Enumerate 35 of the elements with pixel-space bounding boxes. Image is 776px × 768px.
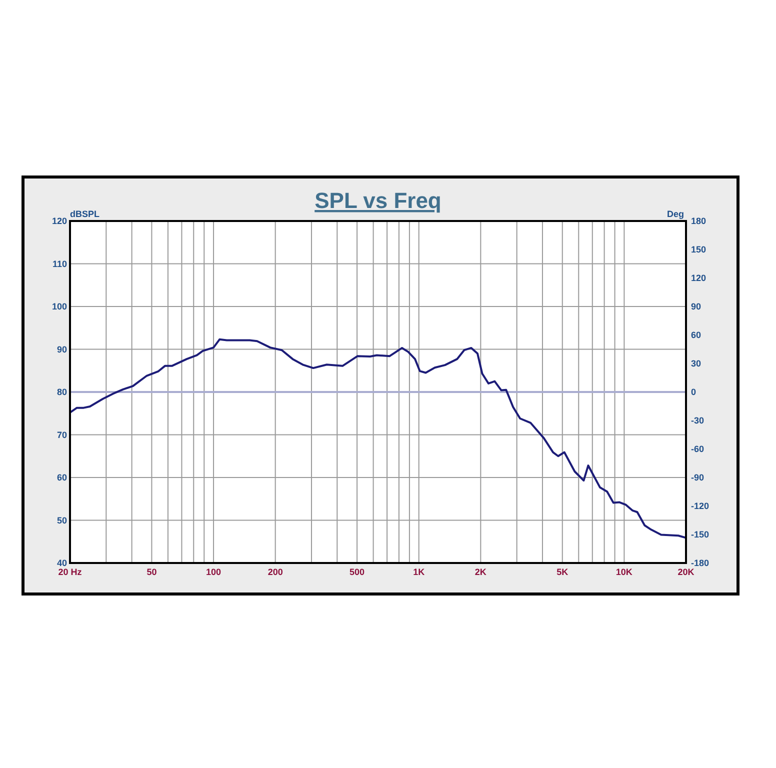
y-tick-label: 70 [56, 430, 67, 440]
x-tick-label: 200 [268, 567, 283, 577]
y-tick-label: 100 [52, 302, 67, 312]
y2-axis-title: Deg [666, 209, 684, 219]
y2-tick-label: 60 [691, 330, 702, 340]
x-tick-label: 20 Hz [58, 567, 82, 577]
y2-tick-label: 30 [691, 358, 702, 368]
x-tick-label: 50 [146, 567, 157, 577]
y-tick-label: 80 [56, 387, 67, 397]
y-tick-label: 120 [52, 216, 67, 226]
x-tick-label: 2K [474, 567, 487, 577]
y2-tick-label: 0 [691, 387, 696, 397]
y2-tick-label: 150 [691, 244, 706, 254]
y-tick-label: 40 [56, 558, 67, 568]
x-tick-label: 5K [556, 567, 569, 577]
y2-tick-label: -180 [691, 558, 710, 568]
y-tick-label: 50 [56, 515, 67, 526]
chart-title: SPL vs Freq [314, 188, 442, 213]
x-tick-label: 1K [413, 567, 426, 577]
x-tick-label: 100 [206, 567, 222, 577]
x-tick-label: 500 [350, 567, 365, 577]
x-tick-label: 20K [678, 567, 695, 577]
y-tick-label: 60 [56, 472, 67, 482]
x-tick-label: 10K [616, 567, 633, 577]
y2-tick-label: 90 [691, 302, 702, 312]
y2-tick-label: -150 [691, 530, 710, 540]
y2-tick-label: -60 [691, 444, 704, 454]
y2-tick-label: -30 [691, 416, 704, 426]
y-tick-label: 110 [52, 258, 67, 269]
y-axis-title: dBSPL [70, 209, 100, 219]
y2-tick-label: 180 [691, 216, 706, 226]
y-tick-label: 90 [56, 344, 67, 354]
y2-tick-label: 120 [691, 273, 706, 283]
y2-tick-label: -120 [691, 501, 710, 511]
y2-tick-label: -90 [691, 472, 704, 482]
